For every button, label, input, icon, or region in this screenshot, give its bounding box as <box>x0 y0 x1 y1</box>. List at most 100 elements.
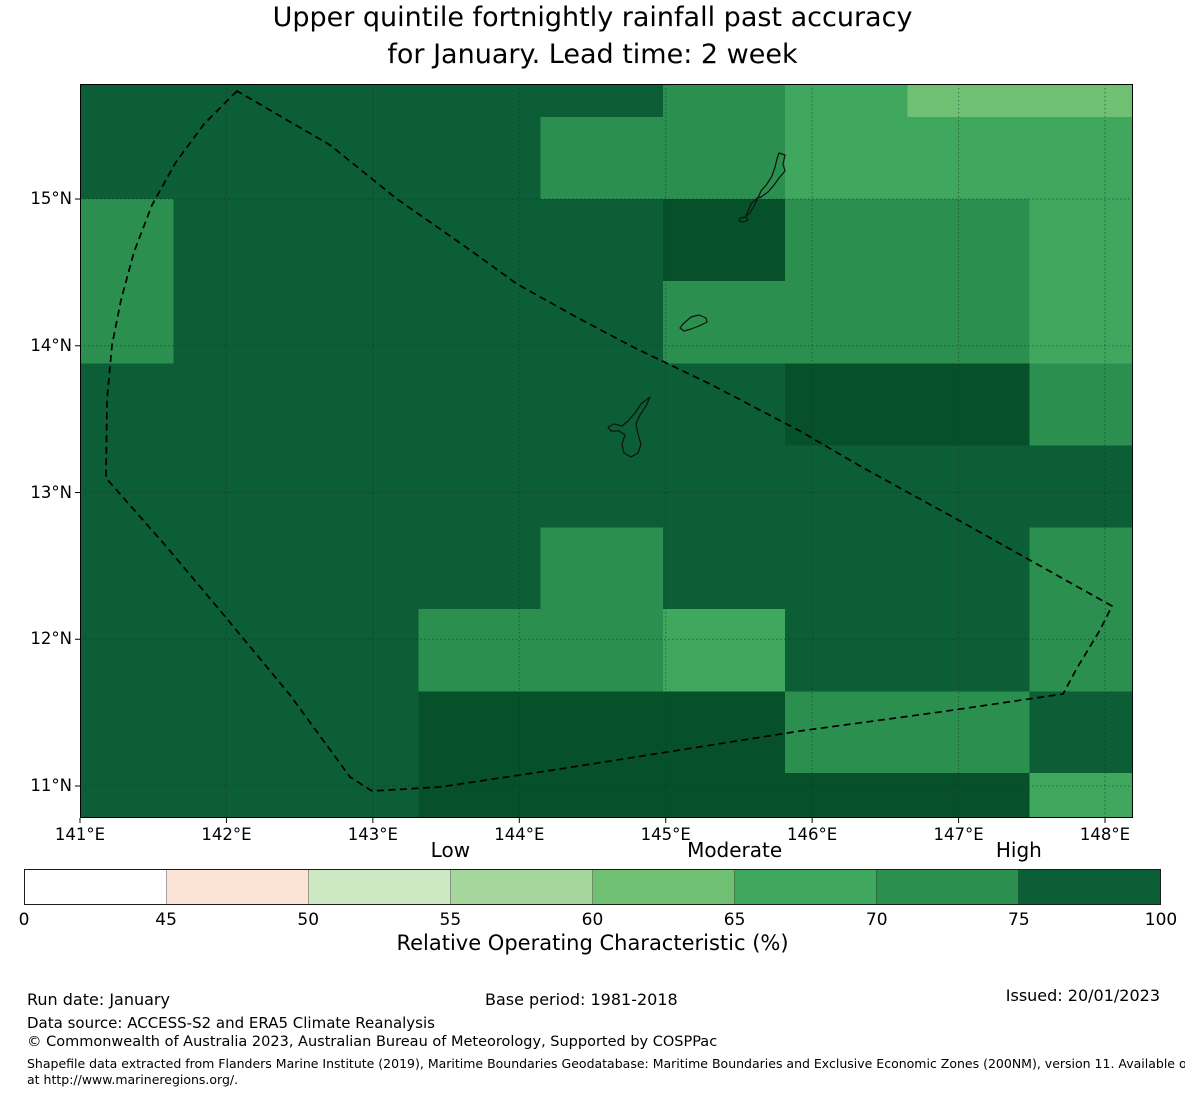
colorbar-segments <box>24 869 1161 905</box>
colorbar-category-high: High <box>995 838 1042 862</box>
map-cell <box>173 281 296 364</box>
map-cell <box>540 691 663 773</box>
map-cell <box>80 772 174 818</box>
chart-title-line-2: for January. Lead time: 2 week <box>387 39 798 70</box>
map-cell <box>662 84 786 117</box>
map-cell <box>80 527 174 610</box>
map-cell <box>1029 772 1133 818</box>
x-tick-label: 145°E <box>640 825 691 844</box>
colorbar-axis-label: Relative Operating Characteristic (%) <box>396 931 789 955</box>
colorbar: 0 45 50 55 60 65 70 75 100 Low Moderate High <box>19 838 1178 930</box>
map-cell <box>80 363 174 446</box>
map-cell <box>418 199 541 282</box>
map-cell <box>296 281 419 364</box>
map-cell <box>173 691 296 773</box>
y-tick-label: 15°N <box>30 189 72 209</box>
map-cell <box>173 116 296 200</box>
map-cell <box>540 609 663 692</box>
map-cell <box>662 363 786 446</box>
map-cell <box>662 609 786 692</box>
island-tinian <box>745 197 758 217</box>
map-cell <box>785 281 908 364</box>
map-cell <box>907 363 1030 446</box>
map-cell <box>1029 363 1133 446</box>
map-cell <box>785 772 908 818</box>
map-cell <box>662 445 786 528</box>
map-cell <box>418 116 541 200</box>
map-cell <box>80 199 174 282</box>
map-cell <box>80 691 174 773</box>
map-cell <box>540 363 663 446</box>
map-cell <box>662 772 786 818</box>
map-cell <box>418 281 541 364</box>
map-cell <box>418 527 541 610</box>
map-cell <box>296 609 419 692</box>
map-cell <box>173 772 296 818</box>
map-cell <box>907 527 1030 610</box>
map-cell <box>907 609 1030 692</box>
map-cell <box>540 527 663 610</box>
footer-shapefile-attribution-line-1: Shapefile data extracted from Flanders M… <box>27 1056 1185 1071</box>
colorbar-segment-0-45 <box>25 870 167 904</box>
colorbar-tick-label: 60 <box>581 910 604 930</box>
map-cell <box>80 445 174 528</box>
colorbar-tick-label: 50 <box>297 910 320 930</box>
map-cell <box>540 84 663 117</box>
map-cell <box>540 445 663 528</box>
map-cell <box>1029 691 1133 773</box>
colorbar-tick-label: 75 <box>1008 910 1030 930</box>
colorbar-tick-label: 45 <box>155 910 177 930</box>
y-tick-label: 13°N <box>30 482 72 502</box>
colorbar-segment-45-50 <box>167 870 309 904</box>
chart-title-line-1: Upper quintile fortnightly rainfall past… <box>272 2 913 33</box>
island-aguijan <box>738 216 749 223</box>
map-cell <box>173 445 296 528</box>
map-cell <box>662 281 786 364</box>
map-cell <box>785 445 908 528</box>
map-cell <box>296 199 419 282</box>
map-cell <box>1029 445 1133 528</box>
map-cell <box>662 116 786 200</box>
footer-copyright: © Commonwealth of Australia 2023, Austra… <box>27 1034 718 1050</box>
map-cell <box>296 363 419 446</box>
map-cell <box>907 772 1030 818</box>
colorbar-segment-70-75 <box>877 870 1019 904</box>
map-cell <box>785 199 908 282</box>
map-cell <box>1029 281 1133 364</box>
map-cell <box>296 691 419 773</box>
map-cell <box>907 84 1030 117</box>
map-cell <box>1029 199 1133 282</box>
map-cell <box>540 772 663 818</box>
map-cell <box>540 281 663 364</box>
map-cell <box>540 116 663 200</box>
island-rota <box>679 314 708 332</box>
colorbar-segment-50-55 <box>309 870 451 904</box>
map-cell <box>785 691 908 773</box>
map-cell <box>296 772 419 818</box>
x-tick-label: 143°E <box>347 825 398 844</box>
map-cell <box>418 609 541 692</box>
map-cell <box>80 84 174 117</box>
map-cell <box>662 691 786 773</box>
island-guam <box>607 396 651 458</box>
y-tick-label: 12°N <box>30 629 72 649</box>
map-cell <box>1029 84 1133 117</box>
x-tick-label: 144°E <box>494 825 545 844</box>
footer-shapefile-attribution-line-2: at http://www.marineregions.org/. <box>27 1072 239 1087</box>
island-saipan <box>757 152 786 199</box>
map-cell <box>907 691 1030 773</box>
map-cell <box>540 199 663 282</box>
x-tick-label: 147°E <box>933 825 984 844</box>
map-cell <box>907 199 1030 282</box>
map-cell <box>80 116 174 200</box>
map-cell <box>296 116 419 200</box>
map-cell <box>296 445 419 528</box>
map-cell <box>173 84 296 117</box>
colorbar-tick-label: 65 <box>723 910 746 930</box>
map-cell <box>785 527 908 610</box>
map-cell <box>418 772 541 818</box>
eez-boundary-outline <box>105 89 1114 792</box>
y-tick-label: 14°N <box>30 335 72 355</box>
map-cell <box>785 609 908 692</box>
